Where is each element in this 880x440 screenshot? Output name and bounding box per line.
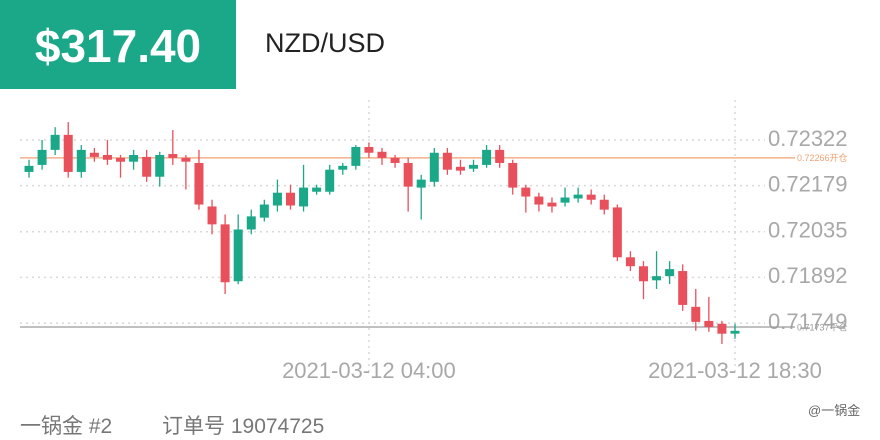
candle-body xyxy=(638,266,648,282)
candle-body xyxy=(168,154,178,158)
candle-body xyxy=(312,187,322,192)
candle-body xyxy=(730,330,740,334)
candle-body xyxy=(37,149,47,165)
candle-body xyxy=(181,157,191,162)
candle-body xyxy=(560,197,570,203)
candle-body xyxy=(704,320,714,327)
x-tick-label: 2021-03-12 04:00 xyxy=(282,358,456,383)
candle-body xyxy=(246,216,256,230)
candle-body xyxy=(482,149,492,165)
candle-body xyxy=(691,306,701,322)
candle-body xyxy=(63,134,73,172)
candle-body xyxy=(416,179,426,188)
candle-body xyxy=(403,162,413,187)
candle-body xyxy=(272,192,282,206)
account: 一锅金 #2 xyxy=(20,415,113,438)
reference-label: 0.72266开仓 xyxy=(797,152,848,163)
candle-body xyxy=(220,224,230,283)
price-box: $317.40 xyxy=(0,0,236,89)
x-tick-label: 2021-03-12 18:30 xyxy=(648,358,822,383)
candle-body xyxy=(24,165,34,172)
candle-body xyxy=(652,276,662,281)
order-number: 订单号 19074725 xyxy=(162,415,325,438)
y-tick-label: 0.71749 xyxy=(768,309,848,334)
candle-body xyxy=(469,164,479,169)
candle-body xyxy=(142,156,152,177)
y-tick-label: 0.72035 xyxy=(768,218,848,243)
candle-body xyxy=(573,194,583,199)
y-tick-label: 0.71892 xyxy=(768,263,848,288)
candle-body xyxy=(508,162,518,188)
reference-label: 0.71737平仓 xyxy=(797,321,848,332)
candle-body xyxy=(599,199,609,210)
candle-body xyxy=(233,229,243,282)
price: $317.40 xyxy=(34,20,202,72)
candle-body xyxy=(299,187,309,207)
candle-body xyxy=(625,257,635,267)
y-tick-label: 0.72322 xyxy=(768,126,848,151)
candle-body xyxy=(665,269,675,277)
candle-body xyxy=(194,162,204,205)
candle-body xyxy=(50,134,60,150)
candle-body xyxy=(455,166,465,171)
candle-body xyxy=(586,194,596,200)
candle-body xyxy=(547,202,557,207)
candle-body xyxy=(442,152,452,170)
candle-body xyxy=(390,157,400,163)
candle-body xyxy=(377,151,387,158)
chart: 0.72322 0.72179 0.72035 0.71892 0.71749 2021-… xyxy=(20,100,848,383)
candle-body xyxy=(89,152,99,157)
candle-body xyxy=(534,196,544,205)
candle-body xyxy=(116,157,126,162)
pair: NZD/USD xyxy=(265,28,385,58)
candle-body xyxy=(351,146,361,166)
y-tick-label: 0.72179 xyxy=(768,171,848,196)
candle-body xyxy=(102,154,112,160)
candle-body xyxy=(364,146,374,153)
candle-body xyxy=(155,154,165,177)
candle-body xyxy=(429,152,439,182)
candle-body xyxy=(338,165,348,170)
candle-body xyxy=(495,149,505,163)
candle-body xyxy=(259,204,269,218)
candle-body xyxy=(207,206,217,225)
candle-body xyxy=(717,323,727,334)
watermark: @一锅金 xyxy=(808,403,861,418)
candle-body xyxy=(285,192,295,206)
candle-body xyxy=(129,154,139,162)
candle-body xyxy=(76,149,86,172)
candle-body xyxy=(678,271,688,305)
candle-body xyxy=(612,207,622,258)
candle-body xyxy=(521,187,531,197)
candle-body xyxy=(325,169,335,192)
